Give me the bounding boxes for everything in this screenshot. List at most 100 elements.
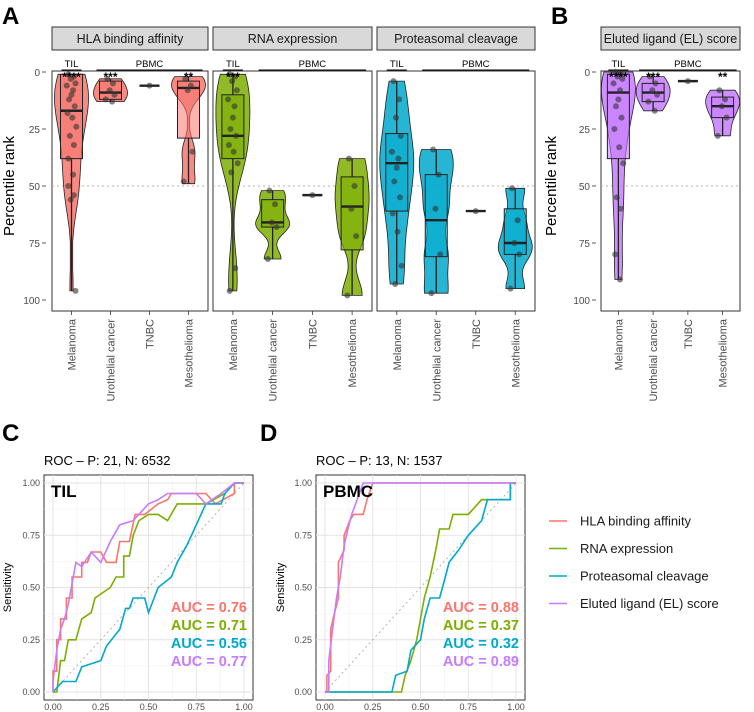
group-label-til: TIL [390,59,404,70]
facet-strip [212,26,373,51]
data-point [69,114,76,121]
data-point [714,132,721,139]
data-point [612,251,619,258]
box [261,199,285,228]
data-point [514,217,521,224]
diagonal-reference [52,482,245,693]
data-point [614,73,621,80]
x-tick-label: 0.25 [364,702,382,712]
data-point [104,75,111,82]
facet-title: HLA binding affinity [77,32,185,46]
y-tick-label: 0.25 [22,635,40,645]
legend-label: Eluted ligand (EL) score [580,596,719,611]
x-tick-label: 0.00 [44,702,62,712]
data-point [229,78,236,85]
roc-title: ROC – P: 21, N: 6532 [44,453,170,468]
data-point [651,107,658,114]
data-point [395,155,402,162]
y-tick-label: 0.75 [22,530,40,540]
category-melanoma: *** Melanoma [215,70,251,370]
data-point [610,80,617,87]
auc-label: AUC = 0.77 [171,654,247,670]
category-melanoma: **** Melanoma [601,69,636,370]
x-tick-label: Urothelial cancer [648,319,660,402]
data-point [229,114,236,121]
x-tick-label: 1.00 [235,702,253,712]
data-point [649,87,656,94]
x-tick-label: Mesothelioma [347,318,359,387]
data-point [234,160,241,167]
x-tick-label: TNBC [145,319,157,349]
data-point [611,126,618,132]
data-point [507,285,514,292]
data-point [225,96,232,103]
y-tick-label: 0.00 [294,687,312,697]
significance-label: **** [62,70,81,84]
category-urothelial-cancer: *** Urothelial cancer [635,70,671,402]
auc-label: AUC = 0.71 [171,618,247,634]
facet-title: Proteasomal cleavage [394,32,518,46]
data-point [511,240,518,246]
group-label-til: TIL [65,59,79,70]
x-tick-label: Melanoma [67,318,79,370]
y-tick-label: 0.75 [294,530,312,540]
data-point [716,87,723,94]
data-point [620,160,627,167]
data-point [396,96,403,103]
data-point [615,96,622,103]
y-tick-label: 1.00 [294,478,312,488]
category-melanoma: **** Melanoma [54,70,89,370]
data-point [106,87,113,94]
data-point [718,103,725,110]
group-label-pbmc: PBMC [136,59,164,70]
y-tick-label: 75 [579,239,591,250]
legend-label: Proteasomal cleavage [580,569,709,584]
group-label-pbmc: PBMC [299,59,327,70]
data-point [396,194,403,201]
category-urothelial-cancer: *** Urothelial cancer [93,70,128,402]
legend: HLA binding affinity RNA expression Protea… [549,514,719,611]
x-tick-label: Melanoma [392,318,404,370]
y-tick-label: 50 [579,182,591,193]
data-point [430,146,437,153]
data-point [70,141,77,148]
category-melanoma: Melanoma [379,78,415,370]
data-point [613,194,620,201]
data-point [180,178,187,185]
data-point [616,276,623,283]
y-axis-label: Percentile rank [1,135,18,236]
panel-label: D [260,420,277,447]
group-label-til: TIL [226,59,240,70]
x-tick-label: 0.75 [459,702,477,712]
significance-label: *** [103,70,117,84]
significance-label: *** [646,70,660,84]
significance-label: ** [718,70,728,84]
roc-title: ROC – P: 13, N: 1537 [316,453,442,468]
facet-10: Eluted ligand (EL) score TIL PBMC **** Melan… [600,26,741,402]
data-point [344,292,351,299]
data-point [264,255,271,262]
x-tick-label: Melanoma [613,318,625,370]
data-point [612,103,619,110]
facet-title: RNA expression [248,32,338,46]
y-tick-label: 0.50 [294,583,312,593]
data-point [182,75,189,82]
data-point [390,78,397,85]
x-tick-label: Mesothelioma [718,318,730,387]
panel-label: B [551,3,568,30]
data-point [102,96,109,103]
category-urothelial-cancer: Urothelial cancer [255,187,290,402]
data-point [268,219,275,226]
legend-label: HLA binding affinity [580,514,692,529]
data-point [66,96,73,103]
data-point [435,171,442,178]
x-tick-label: TNBC [307,319,319,349]
x-tick-label: 0.50 [140,702,158,712]
data-point [189,148,196,155]
data-point [272,201,279,208]
data-point [645,98,652,105]
data-point [227,126,234,132]
data-point [64,110,71,117]
facet-strip [51,26,209,51]
legend-label: RNA expression [580,541,673,556]
